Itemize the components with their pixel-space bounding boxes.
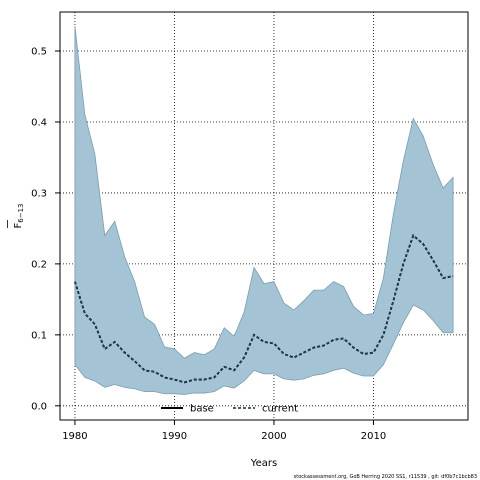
legend-base-label: base (190, 404, 214, 415)
confidence-band (74, 26, 454, 395)
legend-current-label: current (262, 404, 298, 415)
x-axis: 1980 1990 2000 2010 (62, 420, 386, 442)
plot-frame (59, 11, 469, 421)
y-axis: 0.0 0.1 0.2 0.3 0.4 0.5 (31, 47, 60, 412)
x-tick-label-2000: 2000 (261, 431, 286, 442)
footer-note: stockassessment.org, GoB Herring 2020 SS… (294, 474, 477, 480)
y-tick-label-0: 0.0 (31, 401, 47, 412)
x-tick-label-1980: 1980 (62, 431, 87, 442)
series-current-line-highlight (74, 234, 454, 383)
y-tick-label-5: 0.5 (31, 47, 47, 58)
y-tick-label-1: 0.1 (31, 330, 47, 341)
y-axis-title: F6−13 (13, 204, 25, 229)
x-tick-label-1990: 1990 (162, 431, 187, 442)
legend: base current (161, 404, 298, 415)
y-tick-label-3: 0.3 (31, 188, 47, 199)
y-axis-title-main: F (13, 223, 24, 229)
y-tick-label-4: 0.4 (31, 117, 47, 128)
x-axis-title: Years (250, 458, 277, 469)
x-tick-label-2010: 2010 (361, 431, 386, 442)
y-tick-label-2: 0.2 (31, 259, 47, 270)
y-axis-title-subscript: 6−13 (17, 204, 25, 223)
